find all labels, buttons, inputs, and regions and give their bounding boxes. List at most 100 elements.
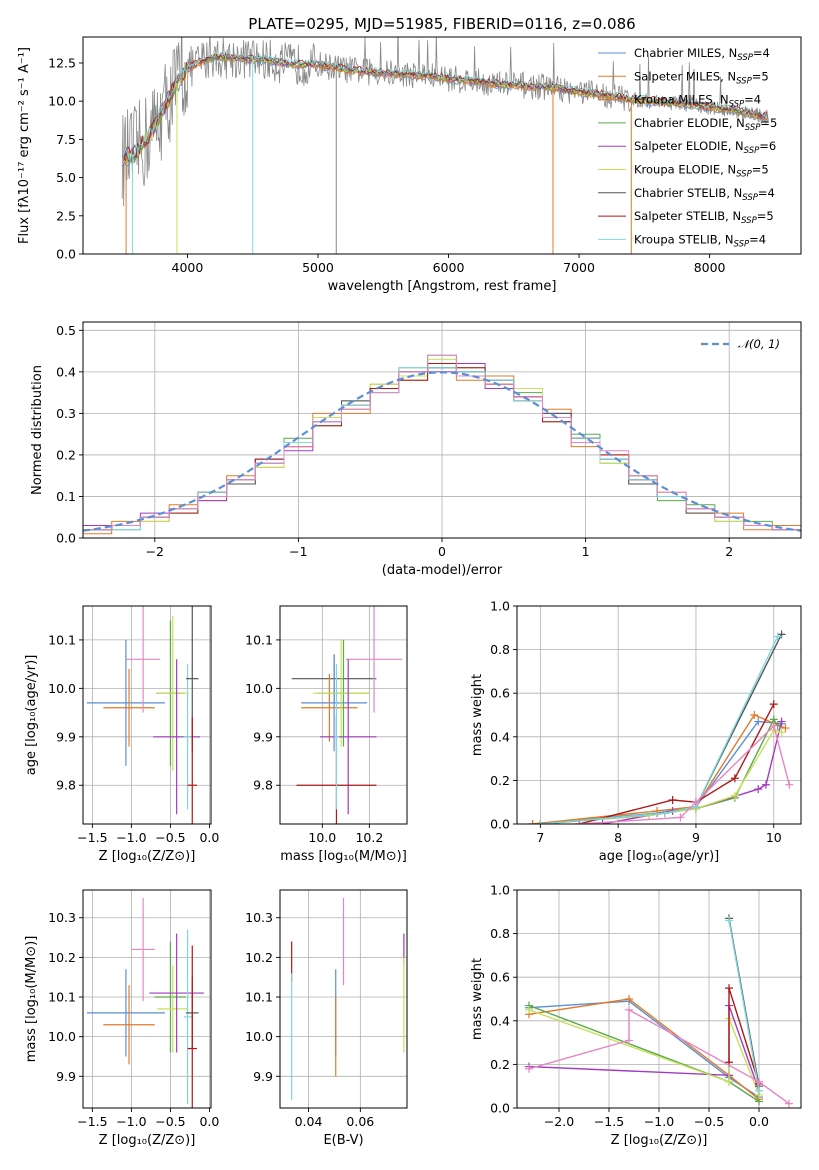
legend-label-end: =4: [753, 46, 770, 60]
y-tick-label: 10.0: [48, 94, 76, 109]
gaussian-curve: [83, 371, 801, 532]
x-tick-label: 9: [692, 830, 700, 845]
plot-frame: [82, 889, 212, 1109]
legend-label-end: =5: [760, 116, 777, 130]
weight-marker: [625, 1036, 633, 1045]
x-tick-label: 4000: [172, 260, 204, 275]
weight-marker: [754, 717, 763, 726]
weight-marker: [755, 1077, 763, 1086]
z-mass-axes: [83, 890, 211, 1108]
x-axis-label: Z [log₁₀(Z/Z⊙)]: [99, 1133, 196, 1148]
y-tick-label: 0.4: [490, 729, 510, 744]
weight-marker: [598, 820, 607, 824]
weight-marker: [660, 809, 669, 818]
y-tick-label: 10.2: [48, 950, 76, 965]
y-tick-label: 7.5: [56, 132, 76, 147]
x-tick-label: 8000: [694, 260, 726, 275]
y-tick-label: 0.0: [56, 531, 76, 546]
error-bar-point: [103, 668, 155, 747]
legend-label-end: =6: [759, 139, 776, 153]
legend-label-sub: SSP: [736, 76, 752, 86]
y-tick-label: 0.5: [56, 323, 76, 338]
error-bar-point: [157, 615, 189, 771]
plot-frame: [279, 889, 408, 1109]
weight-marker: [528, 820, 537, 824]
legend-label-main: Salpeter MILES, N: [634, 69, 736, 83]
x-axis-label: wavelength [Angstrom, rest frame]: [328, 279, 557, 294]
legend-label-sub: SSP: [737, 53, 753, 63]
weight-marker: [725, 916, 733, 925]
histogram-pink: [83, 354, 801, 538]
legend-label-main: Chabrier ELODIE, N: [634, 116, 745, 130]
ebv-mass-plot-area: [291, 897, 405, 1101]
x-tick-label: 6000: [433, 260, 465, 275]
y-tick-label: 9.8: [56, 778, 76, 793]
legend-label-end: =5: [752, 69, 769, 83]
model-line-kroupa-stelib: [121, 51, 768, 164]
x-tick-label: 8: [614, 830, 622, 845]
x-tick-label: 2: [725, 544, 733, 559]
y-tick-label: 0.8: [490, 642, 510, 657]
x-tick-label: −1.0: [644, 1114, 674, 1129]
weight-marker: [536, 820, 545, 824]
weight-marker: [769, 700, 778, 709]
axis-z-mass: −1.5 −1.0 −0.5 0.0 9.9 10.0 10.1 10.2 10.3 Z [log…: [24, 889, 219, 1148]
y-tick-label: 0.0: [56, 247, 76, 262]
legend-label-sub: SSP: [741, 216, 757, 226]
y-tick-label: 0.8: [490, 926, 510, 941]
axis-z-age: −1.5 −1.0 −0.5 0.0 9.8 9.9 10.0 10.1 Z [log₁₀(Z/…: [24, 605, 219, 864]
weight-marker: [755, 1086, 763, 1095]
error-bar-point: [301, 673, 358, 742]
error-bar-point: [183, 664, 192, 810]
x-tick-label: −0.5: [155, 830, 185, 845]
y-tick-label: 12.5: [48, 55, 76, 70]
error-bar-point: [187, 945, 197, 1108]
error-bar-point: [301, 654, 368, 752]
x-tick-label: −2: [146, 544, 164, 559]
mass-age-plot-area: [291, 606, 403, 824]
x-tick-label: −1.0: [116, 1114, 146, 1129]
weight-marker: [730, 774, 739, 783]
error-bar-point: [334, 664, 339, 810]
y-axis-label: mass weight: [470, 958, 485, 1040]
weight-marker: [725, 984, 733, 993]
x-tick-label: −1: [289, 544, 307, 559]
weight-marker: [777, 717, 786, 726]
y-tick-label: 10.1: [245, 990, 273, 1005]
y-tick-label: 10.0: [48, 681, 76, 696]
y-tick-label: 0.2: [490, 773, 510, 788]
x-tick-label: 7000: [563, 260, 595, 275]
x-tick-label: 0.0: [749, 1114, 769, 1129]
legend-entry: Chabrier STELIB, NSSP=4: [634, 186, 775, 203]
weight-line-kroupa-elodie: [528, 1009, 760, 1096]
y-tick-label: 10.0: [245, 1029, 273, 1044]
x-tick-label: 5000: [302, 260, 334, 275]
weight-marker: [575, 820, 584, 824]
chart-title: PLATE=0295, MJD=51985, FIBERID=0116, z=0…: [248, 15, 635, 33]
legend-entry: Chabrier ELODIE, NSSP=5: [634, 116, 777, 133]
y-tick-label: 10.0: [48, 1029, 76, 1044]
spectrum-plot-area: [121, 37, 769, 254]
weight-line-kroupa-stelib: [540, 636, 779, 824]
age-weight-plot-area: [528, 630, 794, 824]
x-axis-label: (data-model)/error: [382, 563, 503, 578]
weight-marker: [761, 780, 770, 789]
x-axis-label: mass [log₁₀(M/M⊙)]: [280, 849, 407, 864]
weight-marker: [676, 813, 685, 822]
y-axis-label: age [log₁₀(age/yr)]: [24, 655, 39, 776]
legend-label-end: =4: [758, 186, 775, 200]
legend-label-main: Kroupa MILES, N: [634, 93, 729, 107]
x-tick-label: 10.0: [308, 830, 336, 845]
weight-marker: [785, 1099, 793, 1108]
legend-label-sub: SSP: [734, 239, 750, 249]
weight-line-salpeter-miles: [532, 714, 786, 824]
y-tick-label: 0.6: [490, 686, 510, 701]
ebv-mass-axes: [280, 890, 407, 1108]
x-tick-label: 0.0: [199, 1114, 219, 1129]
legend-label-sub: SSP: [745, 123, 761, 133]
x-axis-label: age [log₁₀(age/yr)]: [599, 849, 720, 864]
error-bar-point: [157, 965, 189, 1053]
error-bar-point: [187, 717, 197, 824]
weight-marker: [785, 780, 794, 789]
x-tick-label: 10: [766, 830, 782, 845]
